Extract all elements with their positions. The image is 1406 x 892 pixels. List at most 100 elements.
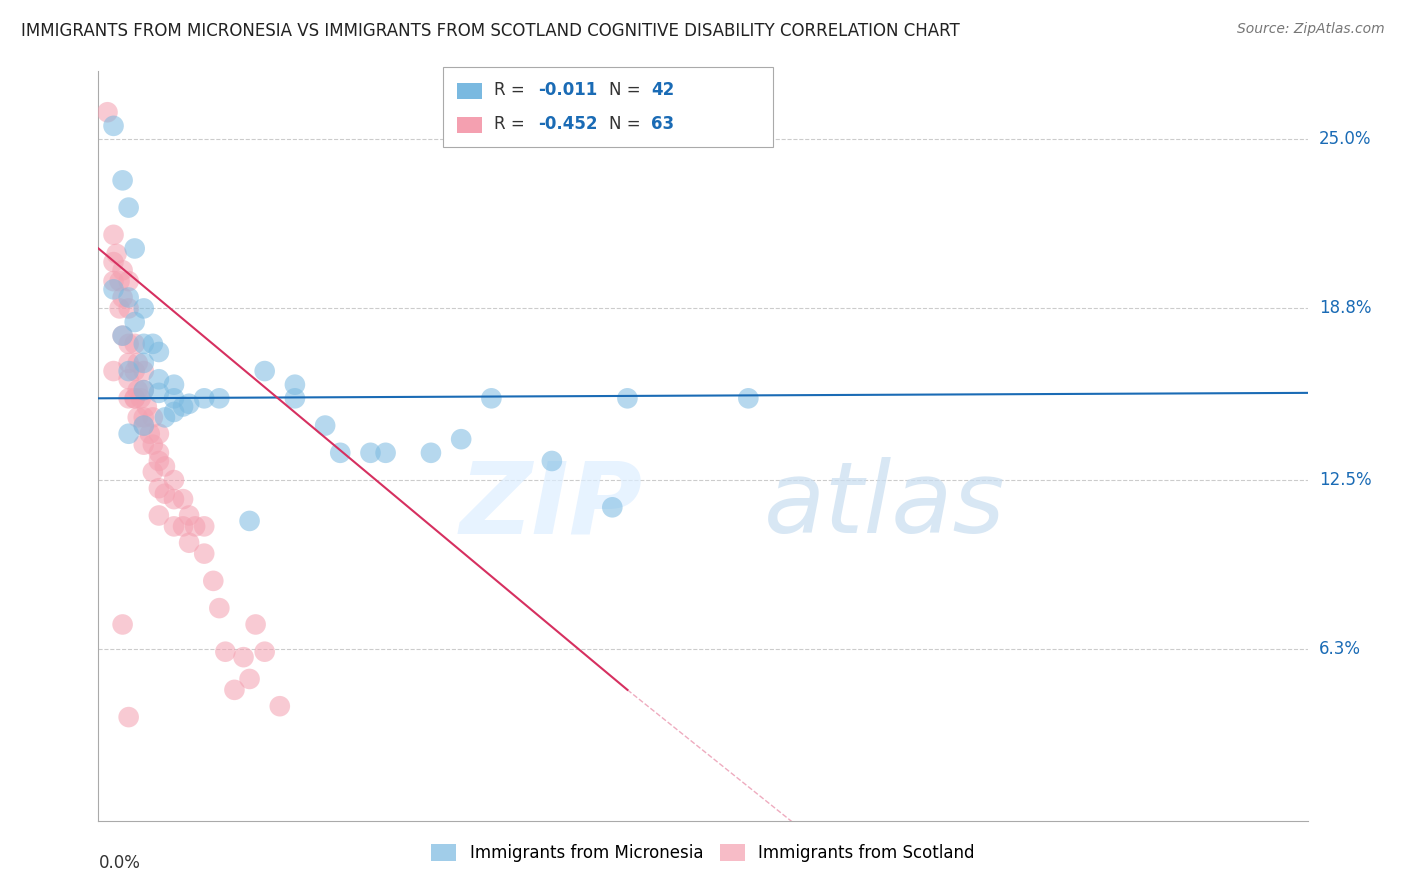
Point (163, 492, 186, 507)
Point (163, 405, 186, 419)
Point (142, 437, 165, 451)
Text: ZIP: ZIP (460, 458, 643, 555)
Text: 25.0%: 25.0% (1319, 130, 1371, 148)
Point (153, 486, 176, 500)
Text: 18.8%: 18.8% (1319, 300, 1371, 318)
Text: R =: R = (494, 81, 530, 99)
Point (111, 328, 134, 343)
Point (239, 514, 262, 528)
Text: N =: N = (609, 115, 645, 133)
Point (105, 247, 128, 261)
Point (148, 385, 170, 400)
Point (118, 291, 141, 305)
Text: atlas: atlas (763, 458, 1005, 555)
Point (132, 418, 155, 433)
Point (214, 645, 236, 659)
Point (374, 446, 396, 460)
Point (132, 383, 155, 397)
Point (118, 392, 141, 406)
Point (103, 274, 125, 288)
Point (103, 282, 125, 296)
Point (208, 601, 231, 615)
Point (111, 291, 134, 305)
Point (253, 364, 276, 378)
Point (142, 410, 165, 425)
Point (118, 364, 141, 378)
Text: 42: 42 (651, 81, 675, 99)
Point (118, 274, 141, 288)
Point (132, 410, 155, 425)
Point (124, 392, 146, 406)
Point (132, 364, 155, 378)
Point (163, 519, 186, 533)
Point (148, 508, 170, 523)
Point (103, 227, 125, 242)
Point (118, 336, 141, 351)
Point (142, 336, 165, 351)
Point (108, 274, 131, 288)
Text: -0.452: -0.452 (538, 115, 598, 133)
Text: -0.011: -0.011 (538, 81, 598, 99)
Point (132, 356, 155, 370)
Point (420, 446, 443, 460)
Point (148, 481, 170, 495)
Point (142, 465, 165, 479)
Point (737, 392, 759, 406)
Point (103, 119, 125, 133)
Text: Source: ZipAtlas.com: Source: ZipAtlas.com (1237, 22, 1385, 37)
Point (239, 672, 262, 686)
Point (111, 173, 134, 187)
Point (129, 392, 152, 406)
Point (132, 301, 155, 316)
Point (124, 315, 146, 329)
Point (450, 432, 472, 446)
Point (118, 710, 141, 724)
Point (153, 410, 176, 425)
Point (184, 519, 207, 533)
Point (132, 437, 155, 451)
Point (118, 426, 141, 441)
Text: R =: R = (494, 115, 530, 133)
Point (132, 336, 155, 351)
Point (540, 454, 562, 468)
Text: 6.3%: 6.3% (1319, 640, 1361, 658)
Text: 0.0%: 0.0% (98, 855, 141, 872)
Point (103, 364, 125, 378)
Point (172, 400, 194, 414)
Point (616, 392, 638, 406)
Point (179, 397, 201, 411)
Point (118, 201, 141, 215)
Point (360, 446, 382, 460)
Text: IMMIGRANTS FROM MICRONESIA VS IMMIGRANTS FROM SCOTLAND COGNITIVE DISABILITY CORR: IMMIGRANTS FROM MICRONESIA VS IMMIGRANTS… (21, 22, 960, 40)
Point (224, 682, 246, 697)
Point (284, 377, 307, 392)
Point (253, 645, 276, 659)
Point (148, 426, 170, 441)
Point (132, 418, 155, 433)
Point (118, 372, 141, 386)
Point (481, 392, 503, 406)
Point (111, 617, 134, 632)
Point (163, 473, 186, 487)
Point (124, 364, 146, 378)
Point (127, 410, 149, 425)
Point (148, 372, 170, 386)
Point (96, 105, 118, 120)
Point (163, 392, 186, 406)
Point (172, 492, 194, 507)
Point (103, 255, 125, 269)
Point (148, 446, 170, 460)
Point (179, 508, 201, 523)
Point (179, 535, 201, 549)
Point (148, 454, 170, 468)
Point (127, 383, 149, 397)
Point (132, 383, 155, 397)
Point (148, 345, 170, 359)
Point (269, 699, 291, 714)
Point (202, 574, 225, 588)
Point (124, 336, 146, 351)
Text: N =: N = (609, 81, 645, 99)
Point (153, 459, 176, 474)
Point (118, 301, 141, 316)
Point (172, 519, 194, 533)
